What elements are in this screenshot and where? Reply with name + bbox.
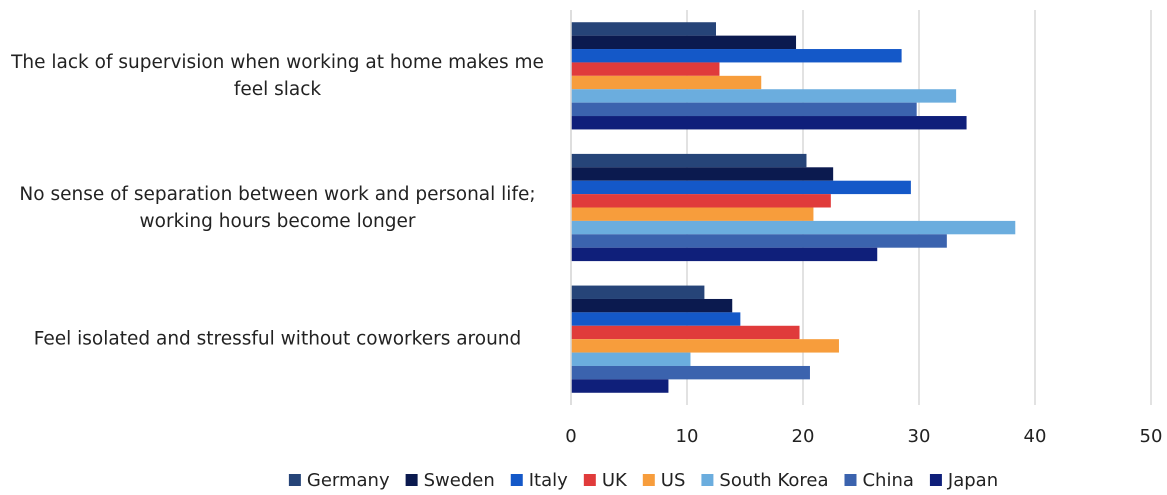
bar — [571, 167, 834, 181]
bar — [571, 365, 810, 380]
legend-swatch — [701, 474, 714, 486]
category-label: Feel isolated and stressful without cowo… — [33, 328, 522, 350]
category-label: The lack of supervision when working at … — [11, 51, 544, 100]
legend-label: Italy — [529, 470, 568, 491]
bar — [571, 298, 733, 313]
bar — [571, 379, 669, 393]
legend-label: US — [661, 470, 686, 491]
legend-swatch — [642, 474, 655, 486]
legend-swatch — [583, 474, 596, 486]
bar — [571, 247, 878, 262]
x-tick-label: 40 — [1024, 426, 1047, 447]
bar — [571, 49, 902, 63]
bar — [571, 153, 807, 168]
bar — [571, 22, 716, 36]
bar — [571, 89, 957, 103]
bar — [571, 352, 691, 366]
legend-label: China — [862, 470, 913, 491]
bar — [571, 339, 839, 353]
legend-swatch — [844, 474, 857, 486]
x-tick-label: 20 — [792, 426, 815, 447]
x-tick-label: 10 — [676, 426, 699, 447]
x-tick-label: 50 — [1140, 426, 1163, 447]
legend-swatch — [405, 474, 418, 486]
legend-swatch — [929, 474, 942, 486]
x-tick-label: 30 — [908, 426, 931, 447]
bar — [571, 102, 917, 117]
bar — [571, 116, 967, 130]
bar — [571, 312, 741, 326]
category-label: No sense of separation between work and … — [19, 183, 536, 232]
legend-label: Japan — [947, 470, 998, 491]
legend-swatch — [510, 474, 523, 486]
bar — [571, 194, 831, 208]
x-tick-label: 0 — [565, 426, 576, 447]
bar — [571, 62, 720, 76]
bar — [571, 325, 800, 340]
bar — [571, 207, 814, 221]
legend-swatch — [288, 474, 301, 486]
legend-label: South Korea — [719, 470, 828, 491]
bar — [571, 234, 947, 248]
legend-label: Sweden — [424, 470, 495, 491]
legend-label: Germany — [307, 470, 390, 491]
bar — [571, 285, 705, 299]
bar — [571, 75, 762, 90]
legend-label: UK — [602, 470, 628, 491]
bar — [571, 220, 1016, 235]
bar — [571, 35, 797, 50]
bar — [571, 180, 911, 195]
